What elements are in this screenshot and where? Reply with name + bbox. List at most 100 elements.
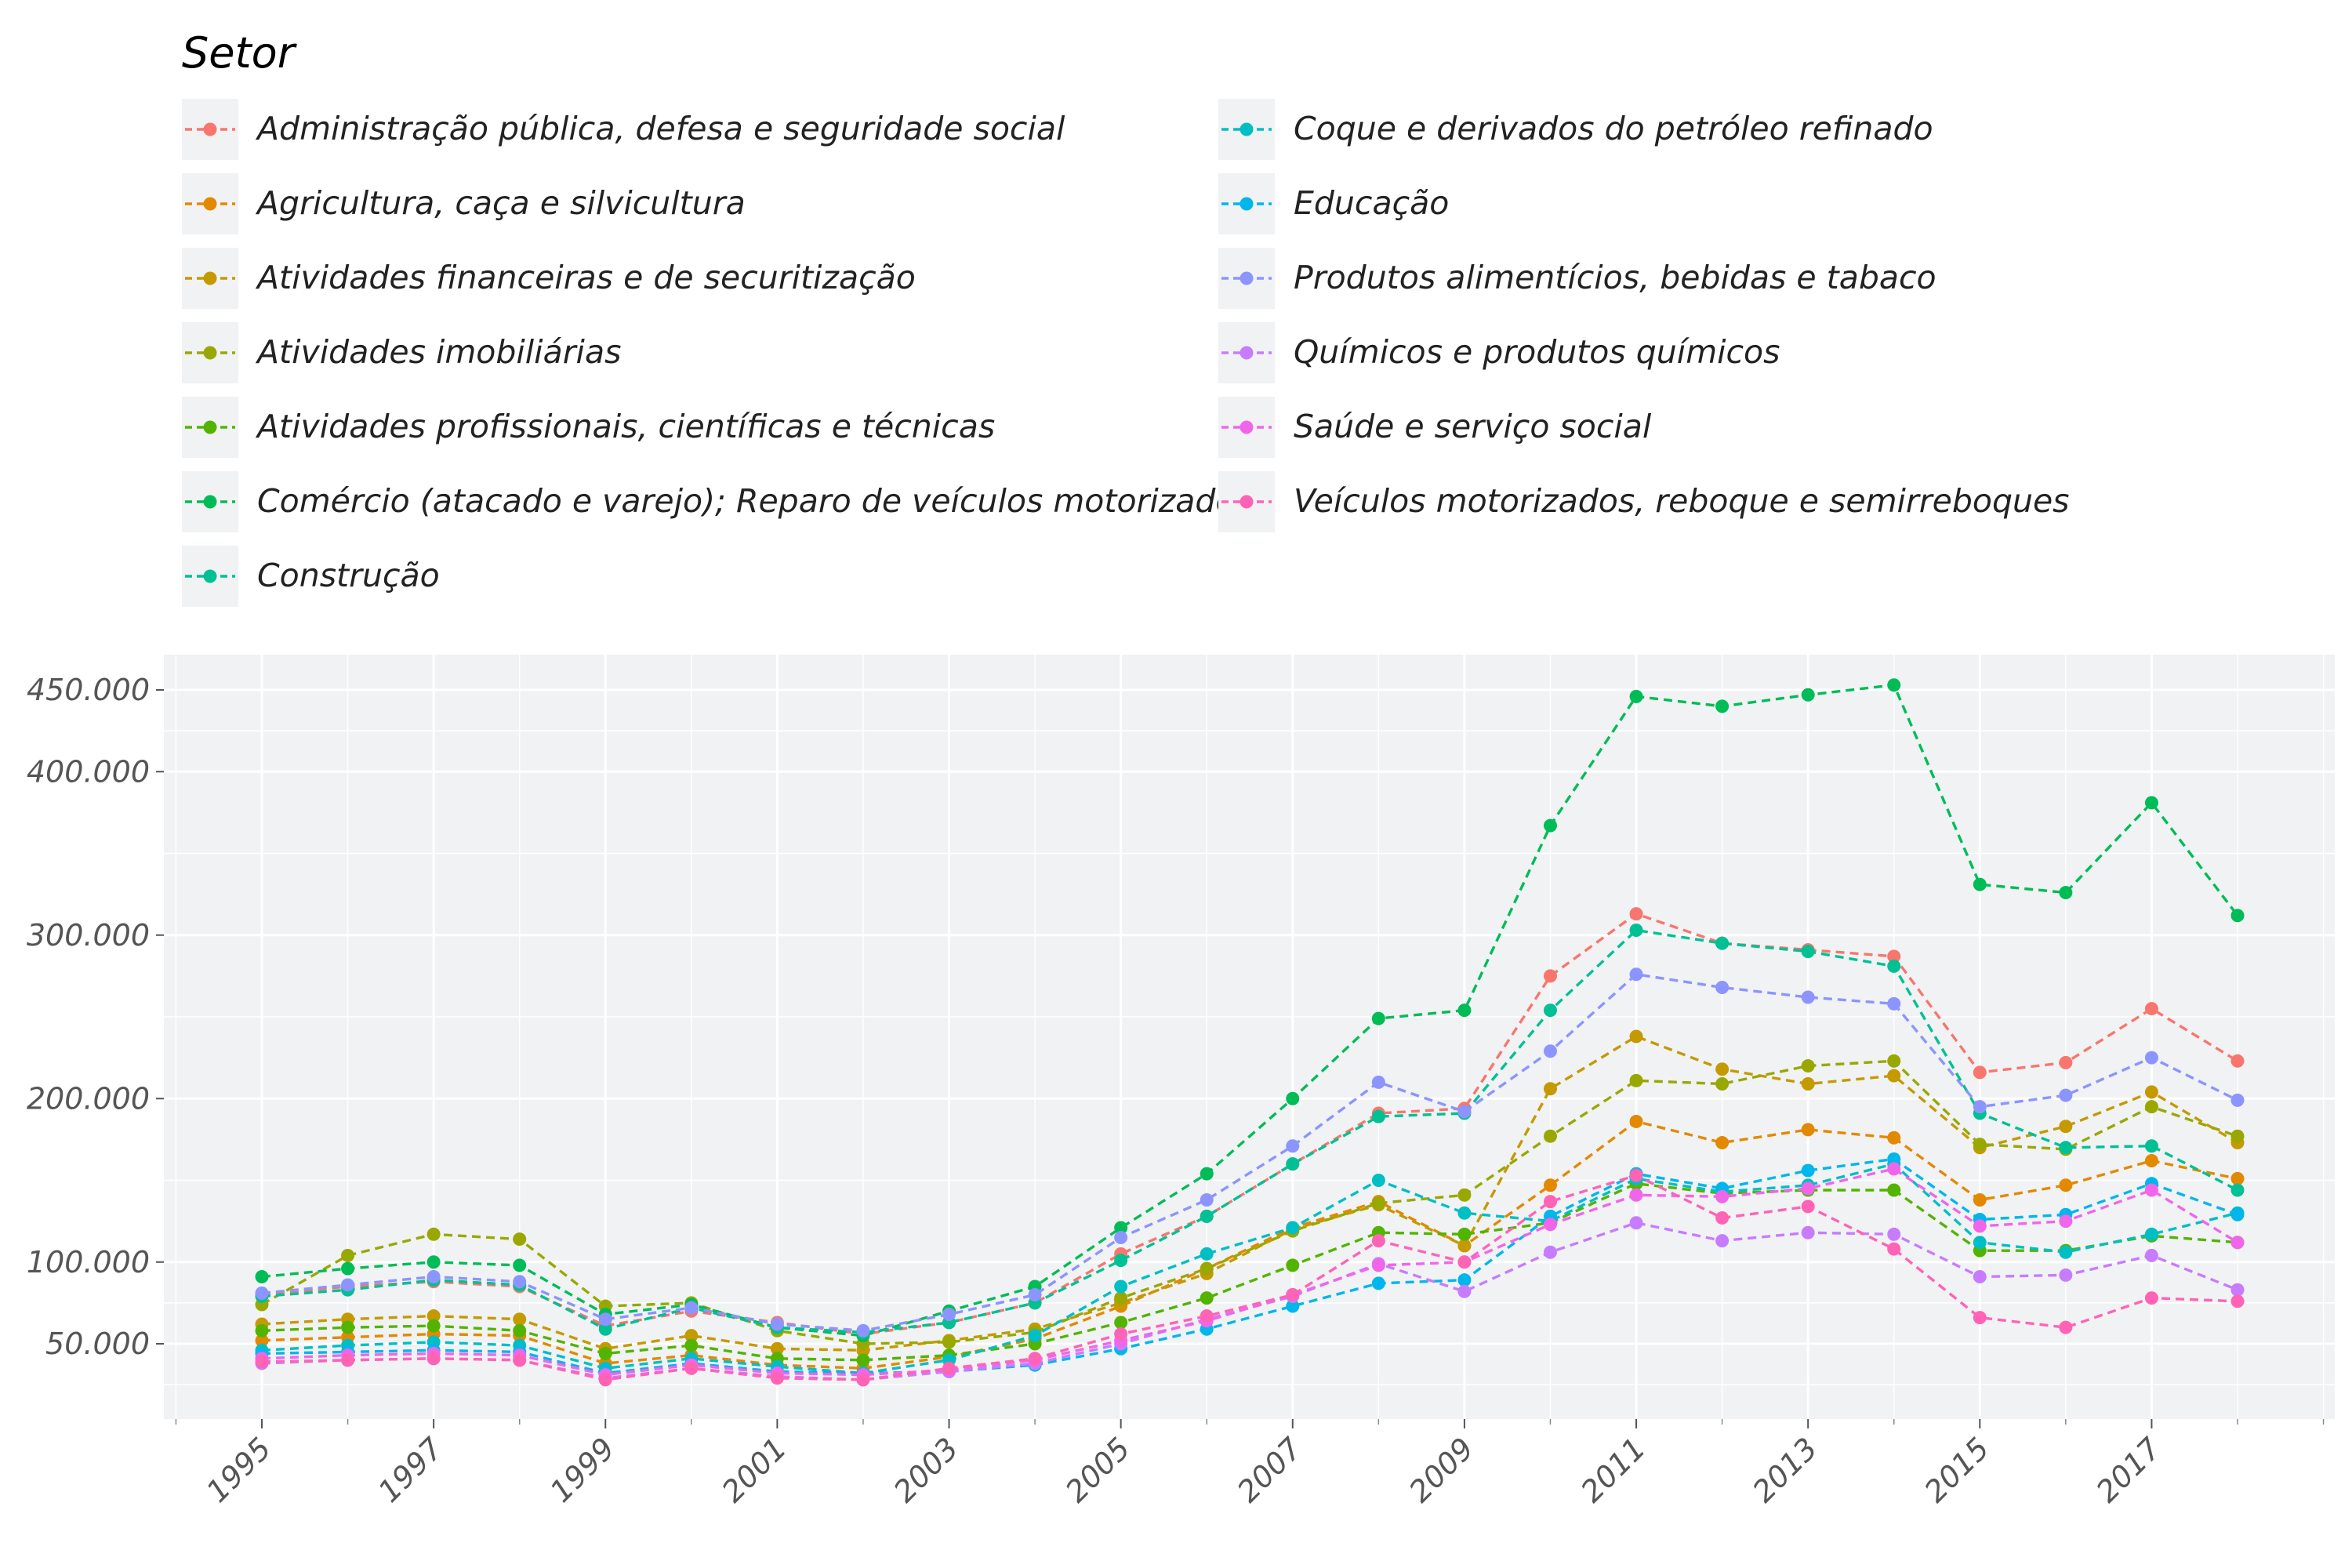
legend-key [182, 99, 238, 160]
x-tick-label: 2001 [715, 1431, 793, 1509]
data-point [684, 1329, 699, 1343]
x-tick-label: 1999 [543, 1431, 622, 1509]
data-point [1887, 1227, 1901, 1241]
series-line [261, 1174, 2238, 1381]
data-point [1114, 1254, 1128, 1268]
series-line [261, 1221, 2238, 1381]
data-point [1543, 1129, 1557, 1143]
data-point [426, 1255, 441, 1269]
x-tick-label: 2007 [1231, 1431, 1309, 1509]
data-point [1114, 1221, 1128, 1235]
legend-key [1218, 248, 1275, 309]
series-line [261, 1059, 2238, 1345]
legend-label: Atividades financeiras e de securitizaçã… [257, 259, 916, 296]
legend-key-point [1240, 346, 1254, 360]
data-point [1457, 1188, 1472, 1202]
x-tick-label: 2009 [1403, 1431, 1481, 1509]
data-point [513, 1312, 527, 1327]
x-tick-label: 1997 [372, 1431, 450, 1509]
data-point [2144, 1139, 2158, 1153]
x-tick-label: 2003 [887, 1431, 965, 1509]
series-line [261, 1035, 2238, 1352]
data-point [2230, 1183, 2245, 1197]
data-point [1371, 1174, 1385, 1187]
data-point [1629, 1029, 1643, 1044]
y-tick-label: 300.000 [27, 918, 150, 953]
data-point [2144, 1002, 2158, 1016]
data-point [255, 1334, 269, 1348]
data-point [1543, 1245, 1557, 1259]
data-point [1543, 1195, 1557, 1209]
y-tick-label: 400.000 [27, 754, 150, 789]
data-point [1114, 1316, 1128, 1330]
data-point [1887, 1242, 1901, 1256]
legend-title: Setor [182, 28, 295, 78]
legend-key [1218, 99, 1275, 160]
data-point [2059, 1214, 2073, 1229]
data-point [598, 1322, 612, 1336]
data-point [1801, 1059, 1815, 1073]
data-point [856, 1323, 870, 1338]
data-point [1887, 959, 1901, 973]
data-point [426, 1227, 441, 1241]
data-point [1286, 1139, 1300, 1153]
data-point [1629, 1188, 1643, 1202]
legend-key-point [1240, 197, 1254, 211]
data-point [2144, 1248, 2158, 1262]
data-point [1543, 1004, 1557, 1018]
data-point [1114, 1291, 1128, 1305]
data-point [1629, 1114, 1643, 1128]
data-point [426, 1352, 441, 1366]
data-point [1973, 1100, 1987, 1114]
data-point [1543, 1044, 1557, 1058]
data-point [1543, 969, 1557, 983]
data-point [1629, 1216, 1643, 1230]
data-point [513, 1258, 527, 1272]
data-point [1543, 1218, 1557, 1232]
data-point [426, 1309, 441, 1323]
data-point [1200, 1247, 1214, 1261]
data-point [1114, 1327, 1128, 1341]
series-10 [255, 967, 2245, 1338]
data-point [1028, 1329, 1042, 1343]
legend-label: Comércio (atacado e varejo); Reparo de v… [257, 482, 1252, 520]
data-point [1200, 1209, 1214, 1223]
legend-label: Químicos e produtos químicos [1294, 333, 1780, 371]
y-tick-label: 50.000 [45, 1327, 150, 1361]
legend-key-point [1240, 495, 1254, 509]
legend-label: Administração pública, defesa e segurida… [257, 110, 1065, 147]
data-point [684, 1301, 699, 1315]
data-point [856, 1373, 870, 1387]
legend-key [182, 322, 238, 383]
data-point [598, 1312, 612, 1327]
x-tick-label: 2017 [2089, 1431, 2168, 1509]
data-point [1715, 1076, 1730, 1091]
legend-key [182, 397, 238, 458]
data-point [2230, 1283, 2245, 1297]
data-point [2230, 1236, 2245, 1250]
data-point [513, 1232, 527, 1247]
data-point [1973, 1138, 1987, 1152]
data-point [770, 1317, 784, 1331]
data-point [942, 1307, 956, 1321]
data-point [1457, 1273, 1472, 1287]
data-point [255, 1270, 269, 1284]
legend-key-point [203, 271, 217, 285]
data-point [2144, 796, 2158, 810]
data-point [1543, 1178, 1557, 1192]
data-point [1801, 1163, 1815, 1178]
data-point [1715, 1234, 1730, 1248]
data-point [341, 1261, 355, 1276]
data-point [1801, 1225, 1815, 1240]
legend-key-point [1240, 420, 1254, 434]
data-point [1371, 1109, 1385, 1123]
legend-key-point [203, 420, 217, 434]
data-point [1973, 1236, 1987, 1250]
data-point [1715, 980, 1730, 994]
data-point [1200, 1167, 1214, 1181]
data-point [1801, 1200, 1815, 1214]
data-point [2144, 1085, 2158, 1099]
data-point [1629, 923, 1643, 937]
series-4 [255, 1054, 2245, 1351]
data-point [1629, 1168, 1643, 1182]
